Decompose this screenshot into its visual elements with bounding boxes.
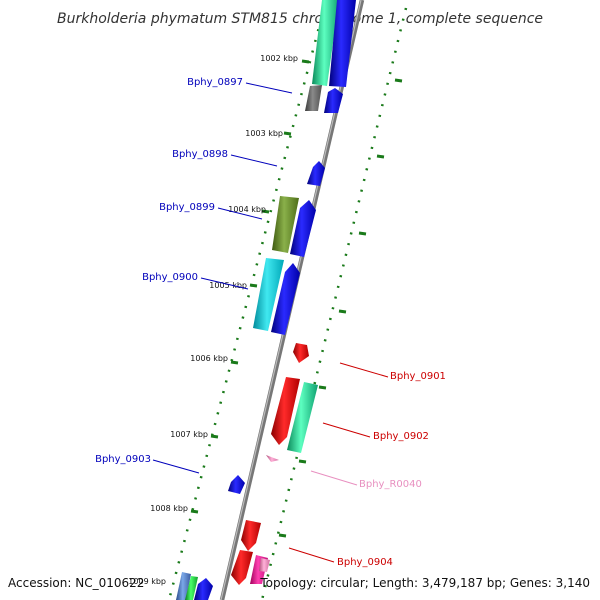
scale-label: 1002 kbp [260,54,298,63]
scale-label: 1006 kbp [190,354,228,363]
gene-feature [194,578,213,600]
scale-label: 1008 kbp [150,504,188,513]
gene-feature [241,520,261,551]
gene-label-bphy-0897[interactable]: Bphy_0897 [187,77,243,88]
gene-feature [271,377,300,445]
gene-feature [231,550,253,585]
gene-label-bphy-r0040[interactable]: Bphy_R0040 [359,479,422,490]
topology-summary-text: Topology: circular; Length: 3,479,187 bp… [259,576,590,590]
leader-lines [152,82,389,563]
gene-feature [266,455,279,462]
gene-feature [290,200,316,257]
gene-feature [329,0,356,87]
scale-label: 1007 kbp [170,430,208,439]
gene-feature [185,576,198,600]
inner-major-ticks [190,59,310,514]
scale-label: 1009 kbp [128,577,166,586]
outer-tick-ring [260,7,408,600]
gene-feature [293,343,309,363]
gene-label-bphy-0903[interactable]: Bphy_0903 [95,454,151,465]
gene-features [176,0,356,600]
gene-feature [312,0,339,86]
gene-feature [228,475,245,494]
gene-label-bphy-0900[interactable]: Bphy_0900 [142,272,198,283]
accession-text: Accession: NC_010622 [8,576,144,590]
gene-label-bphy-0904[interactable]: Bphy_0904 [337,557,393,568]
scale-label: 1004 kbp [228,205,266,214]
gene-feature [324,88,343,113]
gene-feature [253,258,284,331]
scale-labels: 1002 kbp 1003 kbp 1004 kbp 1005 kbp 1006… [128,54,298,586]
gene-feature [307,161,325,186]
gene-label-bphy-0902[interactable]: Bphy_0902 [373,431,429,442]
gene-label-bphy-0901[interactable]: Bphy_0901 [390,371,446,382]
gene-label-bphy-0898[interactable]: Bphy_0898 [172,149,228,160]
gene-feature [271,263,300,335]
gene-feature [259,558,270,572]
outer-major-ticks [278,78,403,538]
gene-label-bphy-0899[interactable]: Bphy_0899 [159,202,215,213]
gene-feature [287,382,318,453]
scale-label: 1005 kbp [209,281,247,290]
gene-feature [305,85,322,111]
gene-labels: Bphy_0897 Bphy_0898 Bphy_0899 Bphy_0900 … [95,77,446,568]
map-title: Burkholderia phymatum STM815 chromosome … [57,11,543,27]
scale-label: 1003 kbp [245,129,283,138]
gene-feature [272,196,299,253]
